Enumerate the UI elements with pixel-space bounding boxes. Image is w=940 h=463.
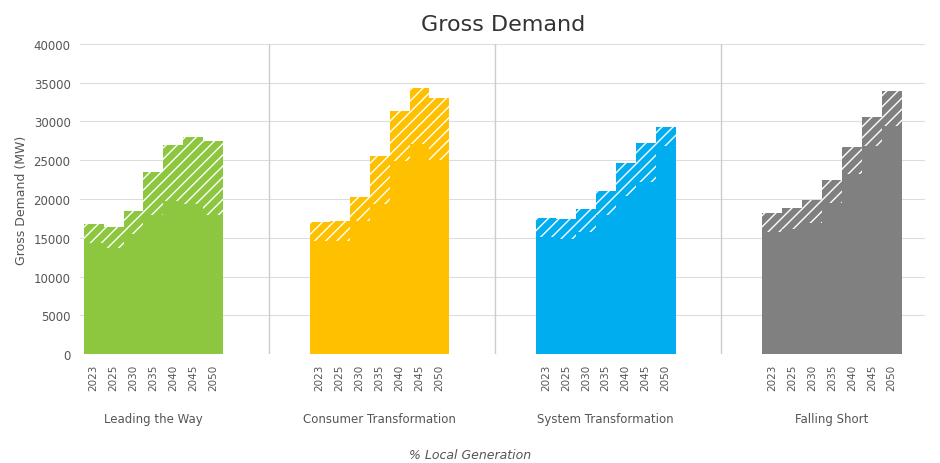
Bar [430, 99, 449, 161]
Bar [203, 215, 224, 354]
Title: Gross Demand: Gross Demand [420, 15, 585, 35]
Bar [410, 89, 430, 144]
Bar [556, 220, 576, 239]
Bar [635, 182, 655, 354]
Text: % Local Generation: % Local Generation [409, 448, 531, 461]
Bar [103, 227, 123, 248]
Bar [762, 213, 782, 233]
Bar [882, 92, 901, 127]
Bar [410, 144, 430, 354]
Bar [310, 241, 330, 354]
Bar [350, 198, 369, 221]
Bar [862, 118, 882, 147]
Bar [330, 221, 350, 241]
Bar [576, 232, 596, 354]
Bar [103, 248, 123, 354]
Bar [576, 210, 596, 232]
Bar [616, 196, 635, 354]
Bar [655, 128, 676, 147]
Bar [369, 157, 389, 205]
Bar [310, 223, 330, 241]
Bar [164, 201, 183, 354]
Bar [655, 147, 676, 354]
Bar [635, 144, 655, 182]
Bar [183, 138, 203, 205]
Bar [596, 215, 616, 354]
Bar [802, 200, 822, 224]
Bar [84, 244, 103, 354]
Bar [536, 219, 556, 238]
Bar [822, 203, 842, 354]
Bar [144, 216, 164, 354]
Bar [596, 192, 616, 215]
Bar [862, 147, 882, 354]
Bar [164, 145, 183, 201]
Bar [616, 163, 635, 196]
Bar [123, 211, 144, 234]
Bar [369, 205, 389, 354]
Bar [350, 221, 369, 354]
Bar [330, 241, 350, 354]
Bar [802, 224, 822, 354]
Bar [536, 238, 556, 354]
Bar [430, 161, 449, 354]
Bar [882, 127, 901, 354]
Bar [782, 230, 802, 354]
Bar [123, 234, 144, 354]
Bar [842, 148, 862, 175]
Bar [782, 208, 802, 230]
Bar [556, 239, 576, 354]
Bar [822, 180, 842, 203]
Bar [842, 175, 862, 354]
Bar [183, 205, 203, 354]
Bar [84, 225, 103, 244]
Bar [389, 112, 410, 162]
Bar [144, 173, 164, 216]
Bar [762, 233, 782, 354]
Y-axis label: Gross Demand (MW): Gross Demand (MW) [15, 135, 28, 264]
Bar [389, 162, 410, 354]
Bar [203, 142, 224, 215]
